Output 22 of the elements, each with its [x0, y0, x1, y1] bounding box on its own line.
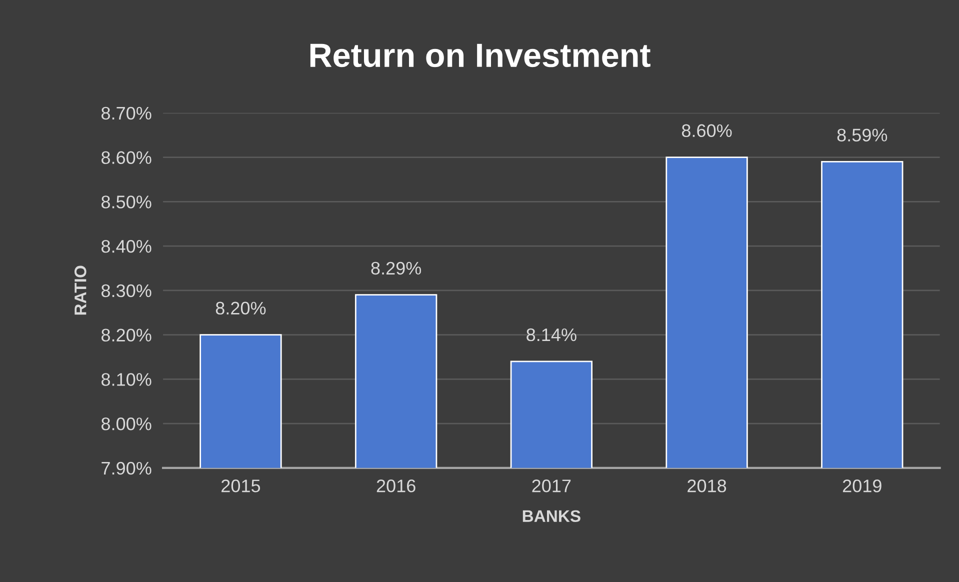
y-tick-label: 8.30% [102, 284, 152, 298]
y-tick-label: 8.70% [102, 106, 152, 120]
y-axis-title: RATIO [74, 266, 86, 315]
data-label: 8.59% [837, 128, 888, 142]
x-tick-label: 2015 [222, 480, 260, 492]
x-tick-label: 2017 [532, 480, 571, 492]
data-label: 8.14% [526, 328, 576, 342]
data-label: 8.29% [371, 262, 422, 275]
y-tick-label: 8.00% [102, 417, 152, 430]
chart-title: Return on Investment [310, 44, 650, 68]
y-tick-label: 8.60% [102, 151, 152, 164]
x-axis-title: BANKS [522, 510, 580, 522]
data-label: 8.20% [216, 302, 266, 315]
data-label: 8.60% [682, 124, 732, 138]
y-tick-label: 7.90% [102, 462, 152, 475]
y-tick-label: 8.20% [102, 328, 152, 342]
y-tick-label: 8.50% [102, 196, 152, 208]
y-tick-label: 8.40% [102, 240, 152, 253]
x-tick-label: 2016 [376, 480, 416, 492]
y-tick-label: 8.10% [102, 373, 152, 386]
x-tick-label: 2019 [842, 480, 882, 492]
x-tick-label: 2018 [688, 480, 726, 492]
